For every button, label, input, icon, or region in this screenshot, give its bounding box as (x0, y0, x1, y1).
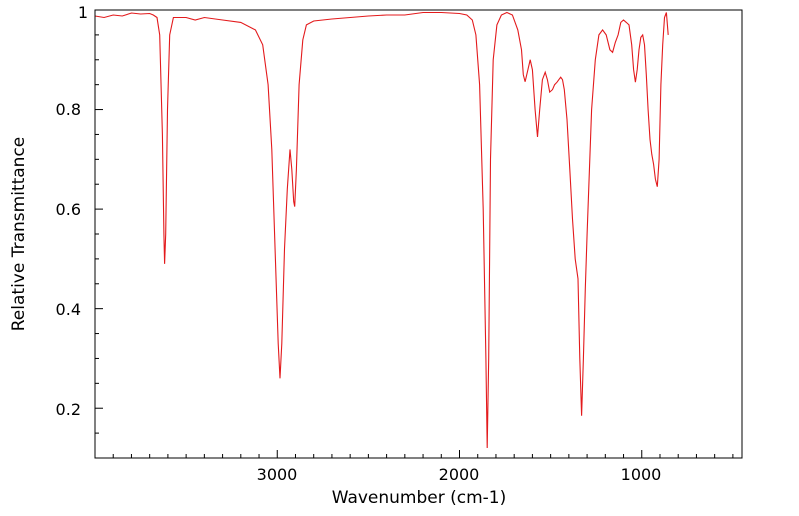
y-tick-label-0.8: 0.8 (56, 100, 81, 119)
plot-frame (94, 9, 743, 459)
spectrum-line (94, 11, 669, 449)
y-tick-label-0.6: 0.6 (56, 200, 81, 219)
y-tick-label-0.2: 0.2 (56, 400, 81, 419)
y-tick-label-0.4: 0.4 (56, 300, 81, 319)
tick-marks (95, 34, 734, 458)
x-tick-label-3000: 3000 (257, 465, 298, 484)
y-axis-title: Relative Transmittance (9, 137, 29, 332)
x-axis-title: Wavenumber (cm-1) (332, 488, 507, 508)
y-tick-label-1: 1 (78, 3, 88, 22)
x-tick-label-1000: 1000 (621, 465, 662, 484)
x-tick-label-2000: 2000 (439, 465, 480, 484)
